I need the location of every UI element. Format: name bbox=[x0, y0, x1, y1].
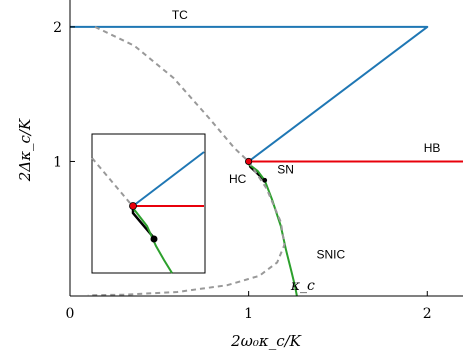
series-tc-line bbox=[70, 25, 429, 163]
annotation-hc: HC bbox=[229, 172, 247, 186]
annotation-tc: TC bbox=[172, 8, 188, 22]
axes: 0 1 2 κ_c 1 2 2ω₀κ_c/K 2Δκ_c/K bbox=[16, 0, 463, 350]
x-ticks: 0 1 2 κ_c bbox=[66, 278, 432, 322]
inset-curves bbox=[91, 151, 205, 274]
y-tick-label: 1 bbox=[53, 154, 62, 170]
data-point bbox=[245, 157, 253, 166]
annotation-sn: SN bbox=[277, 163, 294, 177]
y-axis-label: 2Δκ_c/K bbox=[16, 118, 34, 182]
data-point bbox=[262, 177, 268, 183]
inset-black-point bbox=[150, 235, 158, 243]
inset-dashed-curve bbox=[91, 157, 136, 210]
inset bbox=[91, 133, 206, 274]
inset-snic-curve bbox=[132, 207, 173, 274]
series-dashed-boundary bbox=[87, 25, 286, 296]
inset-red-point bbox=[129, 202, 137, 210]
x-tick-label: 0 bbox=[66, 306, 75, 322]
x-axis-label: 2ω₀κ_c/K bbox=[230, 332, 302, 350]
curves-layer bbox=[70, 25, 463, 296]
annotation-hb: HB bbox=[424, 141, 441, 155]
annotation-snic: SNIC bbox=[317, 247, 346, 261]
inset-tc-line bbox=[132, 151, 205, 207]
y-ticks: 1 2 bbox=[53, 20, 75, 170]
inset-frame bbox=[91, 133, 206, 274]
x-tick-label: 1 bbox=[244, 306, 253, 322]
x-tick-label-kappa-c: κ_c bbox=[290, 278, 315, 294]
y-tick-label: 2 bbox=[53, 20, 62, 36]
plot-area: TC HB SN HC SNIC bbox=[70, 8, 463, 296]
x-tick-label: 2 bbox=[423, 306, 432, 322]
points-layer bbox=[245, 157, 268, 183]
